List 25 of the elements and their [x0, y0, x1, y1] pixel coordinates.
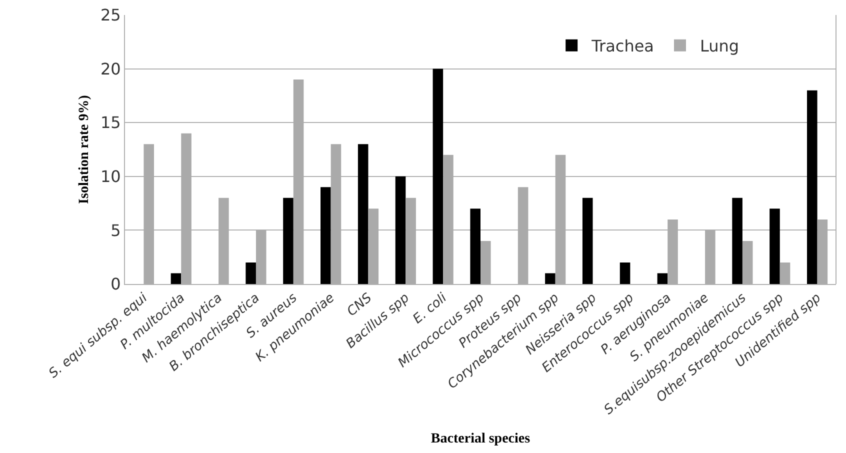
bar: [432, 68, 444, 284]
legend-label: Lung: [700, 36, 740, 56]
bar: [358, 144, 368, 284]
y-tick-label: 0: [110, 274, 121, 294]
bar: [246, 262, 256, 284]
bar: [770, 208, 780, 284]
y-tick-label: 20: [100, 59, 121, 78]
bar: [470, 208, 480, 284]
y-tick-label: 10: [100, 167, 121, 186]
bar: [807, 90, 818, 284]
bar: [395, 176, 406, 284]
y-tick-label: 15: [100, 113, 121, 132]
y-tick-label: 25: [100, 6, 121, 25]
bar: [620, 262, 630, 284]
x-axis-title: Bacterial species: [430, 431, 531, 446]
y-axis-title: Isolation rate 9%): [77, 94, 92, 204]
bar: [545, 273, 556, 284]
bar: [582, 198, 593, 284]
bar: [283, 198, 294, 284]
bar: [732, 198, 742, 284]
y-tick-label: 5: [110, 220, 121, 240]
bar: [320, 187, 331, 284]
legend-label: Trachea: [590, 36, 654, 56]
bar: [657, 273, 668, 284]
bar: [170, 273, 182, 284]
